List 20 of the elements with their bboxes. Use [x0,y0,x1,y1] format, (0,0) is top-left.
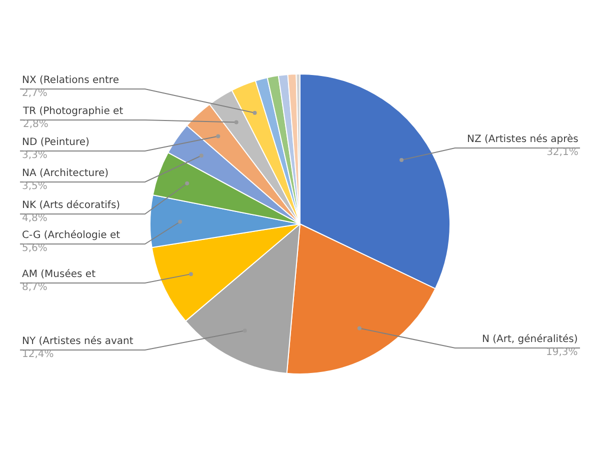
slice-label: AM (Musées et [22,269,96,280]
data-label: 19,3% [546,347,578,358]
slice-label: ND (Peinture) [22,137,90,148]
slice-label: NY (Artistes nés avant [22,336,134,347]
data-label: 5,6% [22,243,48,254]
data-label: 12,4% [22,349,54,360]
data-label: 2,8% [23,119,48,130]
data-label: 8,7% [22,282,48,293]
slice-label: C-G (Archéologie et [22,230,120,241]
data-label: 3,5% [22,181,48,192]
data-label: 4,8% [22,213,48,224]
slice-label: NK (Arts décoratifs) [22,200,120,211]
slice-label: NZ (Artistes nés après [467,134,578,145]
data-label: 2,7% [22,88,48,99]
data-label: 32,1% [546,147,578,158]
data-label: 3,3% [22,150,48,161]
slice-label: NA (Architecture) [22,168,109,179]
slice-label: TR (Photographie et [22,106,124,117]
slice-label: NX (Relations entre [22,75,119,86]
slice-label: N (Art, généralités) [482,334,578,345]
